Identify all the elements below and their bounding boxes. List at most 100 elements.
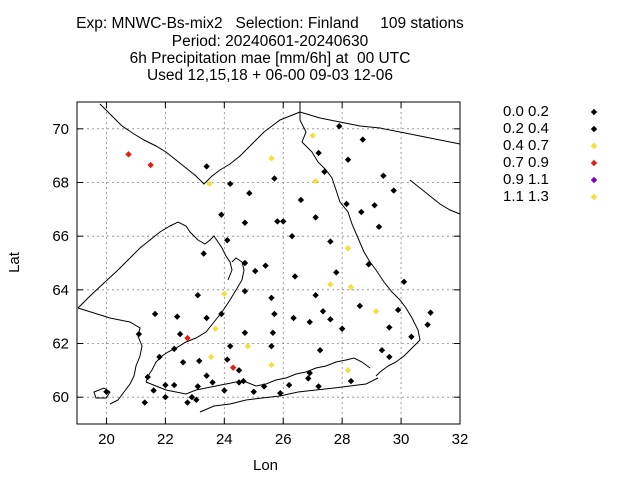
station-marker — [162, 381, 169, 389]
station-marker — [365, 261, 372, 268]
russia-border — [299, 102, 421, 377]
station-marker — [309, 132, 316, 139]
y-axis-label: Lat — [5, 252, 23, 273]
station-marker — [285, 381, 293, 389]
y-tick-label: 62 — [52, 336, 69, 353]
station-marker — [327, 316, 334, 323]
station-marker — [306, 318, 313, 326]
station-marker — [290, 314, 297, 322]
station-marker — [193, 396, 200, 404]
station-marker — [171, 345, 178, 353]
station-marker — [194, 292, 201, 299]
legend-entry-label: 0.4 0.7 — [503, 137, 549, 154]
station-marker — [347, 377, 355, 385]
station-marker — [315, 383, 322, 390]
station-marker — [125, 151, 132, 158]
x-tick-label: 20 — [98, 431, 115, 448]
y-tick-label: 60 — [52, 389, 69, 406]
station-marker — [203, 163, 210, 170]
station-marker — [151, 310, 159, 318]
station-marker — [144, 373, 151, 381]
gulf-of-finland-south — [199, 377, 379, 413]
station-marker — [200, 250, 207, 257]
station-marker — [386, 324, 393, 331]
station-marker — [358, 208, 365, 216]
gulf-of-bothnia-west-coast — [77, 221, 233, 309]
station-marker — [212, 325, 219, 332]
station-marker — [240, 377, 247, 385]
station-marker — [306, 369, 313, 377]
station-marker — [315, 149, 322, 157]
station-marker — [241, 219, 249, 226]
legend-entry-label: 0.9 1.1 — [503, 171, 549, 188]
station-marker — [135, 330, 143, 338]
station-marker — [184, 399, 191, 406]
station-marker — [271, 175, 278, 182]
y-tick-label: 66 — [52, 228, 69, 245]
station-marker — [427, 309, 434, 316]
legend-entry-label: 0.0 0.2 — [503, 103, 549, 120]
station-marker — [252, 267, 259, 275]
station-marker — [321, 168, 328, 175]
legend-marker — [590, 193, 598, 201]
station-marker — [171, 381, 178, 389]
station-marker — [375, 223, 383, 230]
northern-coast — [299, 111, 461, 145]
station-marker — [344, 367, 352, 374]
station-marker — [305, 375, 312, 382]
y-tick-label: 68 — [52, 175, 69, 192]
station-marker — [150, 387, 157, 394]
x-tick-label: 24 — [216, 431, 233, 448]
legend-marker — [590, 142, 598, 150]
station-marker — [359, 136, 366, 143]
title-line-3: 6h Precipitation mae [mm/6h] at 00 UTC — [129, 50, 411, 67]
station-marker — [390, 187, 397, 194]
station-marker — [386, 353, 393, 361]
title-line-2: Period: 20240601-20240630 — [171, 33, 369, 50]
station-marker — [269, 329, 277, 336]
station-marker — [235, 367, 243, 374]
station-marker — [268, 342, 275, 350]
station-marker — [203, 314, 210, 322]
title-line-4: Used 12,15,18 + 06-00 09-03 12-06 — [146, 67, 394, 84]
legend-marker — [590, 125, 598, 133]
station-marker — [179, 359, 187, 366]
station-marker — [162, 393, 169, 401]
station-marker — [207, 353, 215, 361]
station-marker — [408, 333, 415, 340]
station-marker — [297, 196, 305, 204]
station-marker — [227, 342, 234, 350]
coastline — [77, 102, 461, 413]
station-points — [103, 122, 434, 406]
station-marker — [356, 302, 364, 310]
station-marker — [260, 383, 268, 390]
station-marker — [338, 325, 346, 332]
kola-coast — [409, 179, 461, 215]
x-tick-label: 32 — [452, 431, 469, 448]
station-marker — [176, 330, 184, 338]
station-marker — [203, 372, 210, 379]
station-marker — [196, 357, 203, 365]
x-tick-label: 28 — [334, 431, 351, 448]
station-marker — [206, 180, 213, 188]
station-marker — [246, 190, 253, 197]
legend-marker — [590, 176, 598, 184]
plot-border — [76, 101, 461, 425]
station-marker — [380, 172, 387, 179]
aland-island — [93, 387, 111, 399]
station-marker — [378, 347, 386, 354]
axis-ticks: 20 22 24 26 28 30 32 60 62 64 66 68 70 — [52, 102, 468, 448]
norway-border — [99, 103, 301, 185]
station-marker — [319, 308, 327, 315]
station-marker — [241, 287, 249, 295]
y-tick-label: 70 — [52, 121, 69, 138]
station-marker — [141, 399, 148, 406]
station-marker — [268, 155, 275, 162]
station-marker — [372, 308, 380, 315]
station-marker — [291, 273, 299, 280]
station-marker — [274, 218, 281, 225]
station-marker — [312, 214, 319, 221]
station-marker — [312, 292, 319, 299]
